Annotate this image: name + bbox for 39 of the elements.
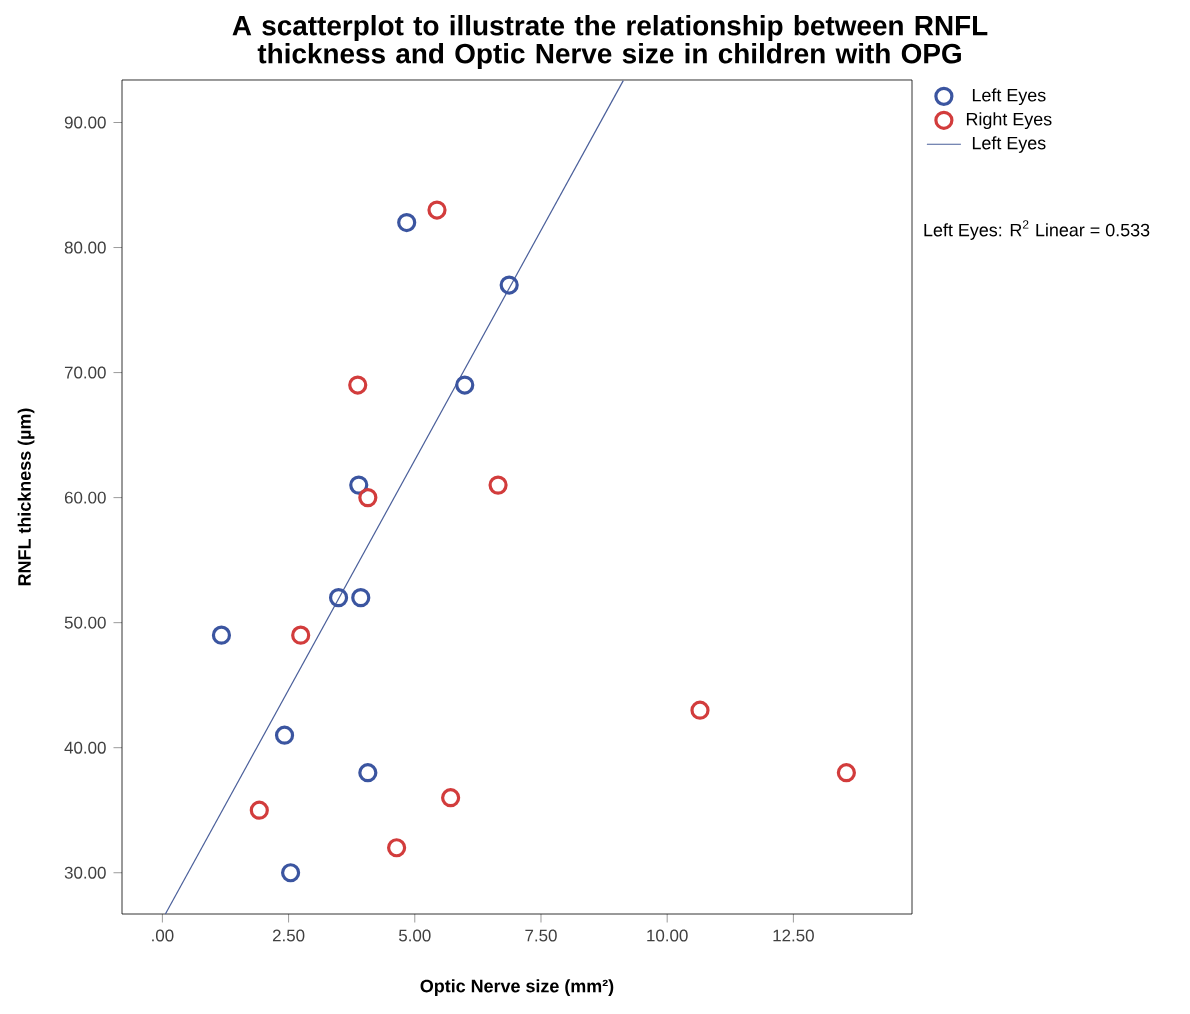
point [351, 588, 371, 608]
point [211, 625, 232, 645]
y-tick-label: 90.00 [64, 116, 106, 129]
y-tick-label: 30.00 [64, 866, 106, 879]
x-tick-label: 7.50 [525, 929, 557, 942]
point [249, 800, 269, 820]
x-tick-label: 10.00 [647, 929, 688, 942]
y-tick-label: 50.00 [64, 616, 106, 629]
chart-title: A scatterplot to illustrate the relationship between RNFL thickness and Optic Nerve size in children with OPG [232, 14, 988, 69]
point [328, 588, 349, 608]
point [836, 763, 856, 783]
point [455, 375, 475, 395]
point [274, 725, 295, 745]
y-axis-title: RNFL thickness (µm) [17, 408, 35, 586]
point [441, 788, 461, 808]
point [397, 212, 417, 233]
y-tick-label: 80.00 [64, 241, 106, 254]
point [358, 763, 378, 783]
point [281, 863, 301, 883]
x-tick-label: .00 [152, 929, 174, 942]
point [291, 625, 311, 645]
y-tick-label: 70.00 [64, 366, 106, 379]
x-axis-title: Optic Nerve size (mm²) [420, 979, 614, 996]
x-tick-label: 2.50 [272, 929, 305, 942]
point [427, 200, 447, 220]
point [488, 475, 508, 495]
x-tick-label: 12.50 [773, 929, 814, 942]
legend-label: Left Eyes [972, 88, 1046, 106]
legend-label: Left Eyes [972, 136, 1046, 153]
y-tick-label: 60.00 [64, 491, 106, 504]
text: Left Eyes: R$^{2}$ Linear = 0.533 [924, 220, 1150, 240]
point [348, 375, 368, 395]
point [387, 838, 407, 858]
x-tick-label: 5.00 [398, 929, 431, 942]
y-tick-label: 40.00 [64, 741, 106, 754]
point [690, 700, 710, 720]
point [358, 488, 378, 508]
legend-label: Right Eyes [966, 112, 1052, 129]
point [499, 275, 519, 295]
